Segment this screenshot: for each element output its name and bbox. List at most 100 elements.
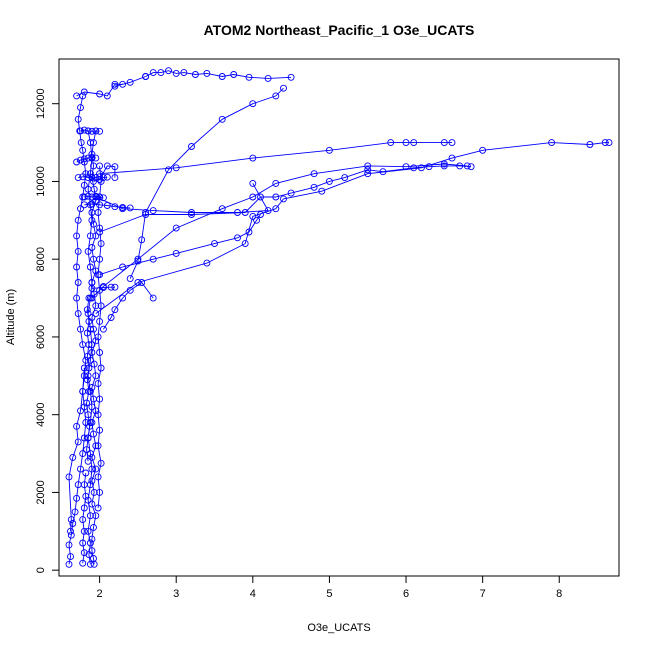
data-point [73,494,81,502]
data-point [364,170,372,178]
series-line [91,286,115,289]
data-point [364,162,372,170]
series-line [68,95,87,565]
series-group [65,67,613,568]
data-point [80,126,88,134]
data-point [88,294,96,302]
data-point [77,127,84,135]
data-point [80,201,88,209]
data-point [97,459,105,467]
data-point [84,527,92,535]
data-point [88,453,96,461]
data-point [80,88,88,96]
y-tick-label: 12000 [35,88,47,119]
data-point [96,349,104,356]
data-point [188,209,195,216]
data-point [77,465,84,473]
data-point [88,153,96,161]
series-line [99,165,472,233]
data-point [67,553,74,561]
data-point [440,162,448,170]
data-point [96,176,104,183]
series-line [68,367,85,532]
data-point [180,69,188,77]
data-point [126,204,134,212]
data-point [88,173,96,181]
data-point [249,179,257,187]
data-point [86,170,94,178]
data-point [272,193,280,201]
data-point [84,411,92,419]
data-point [88,349,96,356]
data-point [84,127,92,135]
data-point [191,71,199,78]
data-point [94,473,102,481]
data-point [96,395,104,403]
data-point [111,174,119,182]
data-point [188,143,195,150]
data-point [83,306,91,314]
data-point [92,127,100,135]
x-axis: 2 3 4 5 6 7 8 [97,575,562,600]
data-point [211,240,218,248]
data-point [99,282,107,290]
data-point [402,163,410,171]
series-line [76,83,123,97]
data-point [92,442,100,450]
data-point [90,360,98,368]
data-point [448,139,456,147]
data-point [88,127,96,135]
data-point [94,209,102,216]
data-point [218,205,226,213]
data-point [83,446,91,454]
data-point [96,228,104,236]
data-point [94,411,102,419]
data-point [440,139,448,147]
data-point [80,181,88,189]
data-point [203,69,211,77]
data-point [86,263,94,271]
data-point [249,193,257,201]
data-point [74,438,82,446]
data-point [402,139,410,147]
data-point [107,314,115,321]
data-point [142,73,150,80]
data-point [92,310,100,318]
data-point [90,177,97,185]
data-point [103,173,111,181]
data-point [84,192,92,200]
data-point [73,232,81,240]
data-point [84,457,92,465]
data-point [203,259,211,267]
data-point [97,177,105,185]
data-point [410,164,418,172]
data-point [84,185,92,193]
data-point [74,115,82,123]
data-point [134,279,142,286]
series-line [103,281,154,330]
data-point [234,234,241,242]
data-point [287,189,295,197]
data-point [96,488,104,496]
data-point [601,139,609,147]
data-point [134,255,142,263]
data-point [73,263,81,271]
data-point [88,465,96,473]
x-tick-label: 4 [250,588,256,600]
series-line [99,142,452,175]
data-point [71,508,79,516]
data-point [80,549,88,557]
data-point [126,78,134,86]
data-point [379,168,387,176]
series-line [91,163,468,299]
data-point [103,92,111,100]
data-point [138,236,146,244]
data-point [94,442,102,450]
data-point [79,146,87,154]
data-point [85,551,93,559]
data-point [94,333,102,341]
data-point [69,520,77,527]
data-point [119,80,127,88]
data-point [96,317,104,325]
series-line [99,214,261,276]
